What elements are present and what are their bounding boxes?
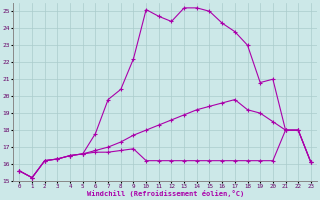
- X-axis label: Windchill (Refroidissement éolien,°C): Windchill (Refroidissement éolien,°C): [86, 190, 244, 197]
